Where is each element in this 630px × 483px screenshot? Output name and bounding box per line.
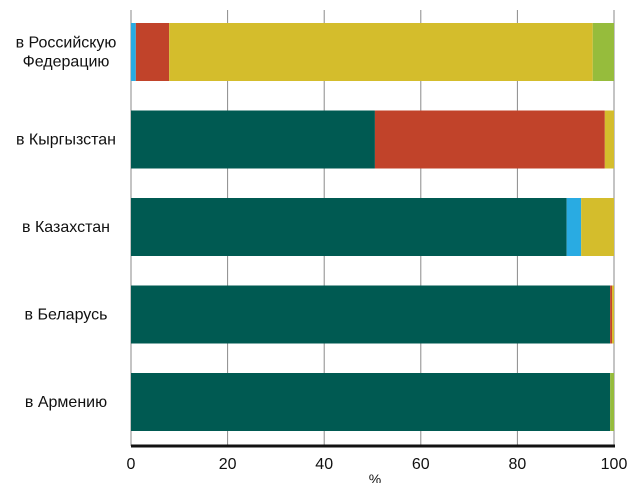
category-labels: в Российскую Федерацию в Кыргызстан в Казах…	[16, 35, 117, 412]
bar-segment-0-2	[135, 23, 170, 81]
category-label-line: в Российскую	[16, 35, 117, 52]
bar-segment-1-2	[374, 110, 605, 169]
bar-segment-0-1	[131, 23, 136, 81]
category-label-line: Федерацию	[23, 54, 110, 71]
bar-segment-4-0	[131, 373, 611, 431]
x-axis-label: %	[369, 471, 381, 483]
category-label-0: в Российскую Федерацию	[16, 35, 117, 71]
category-label-1: в Кыргызстан	[16, 132, 116, 149]
bar-segment-2-0	[131, 198, 567, 256]
bar-segment-2-1	[566, 198, 582, 256]
bar-segment-0-4	[592, 23, 614, 81]
bar-segment-2-3	[581, 198, 614, 256]
x-tick-label-5: 100	[601, 456, 628, 473]
x-tick-label-1: 20	[219, 456, 237, 473]
bar-segment-4-4	[610, 373, 614, 431]
x-tick-label-3: 60	[412, 456, 430, 473]
category-label-2: в Казахстан	[22, 219, 110, 236]
bars	[131, 23, 614, 431]
x-tick-label-4: 80	[509, 456, 527, 473]
bar-segment-0-3	[169, 23, 593, 81]
category-label-line: в Кыргызстан	[16, 132, 116, 149]
x-tick-labels: 0 20 40 60 80 100	[127, 456, 628, 473]
bar-segment-1-3	[604, 110, 614, 169]
x-tick-label-0: 0	[127, 456, 136, 473]
category-label-4: в Армению	[25, 394, 107, 411]
bar-segment-1-0	[131, 110, 375, 169]
category-label-line: в Армению	[25, 394, 107, 411]
category-label-3: в Беларусь	[25, 307, 108, 324]
bar-segment-3-3	[612, 285, 614, 344]
x-tick-label-2: 40	[315, 456, 333, 473]
bar-segment-3-2	[610, 285, 613, 344]
category-label-line: в Казахстан	[22, 219, 110, 236]
category-label-line: в Беларусь	[25, 307, 108, 324]
bar-segment-3-0	[131, 285, 611, 344]
